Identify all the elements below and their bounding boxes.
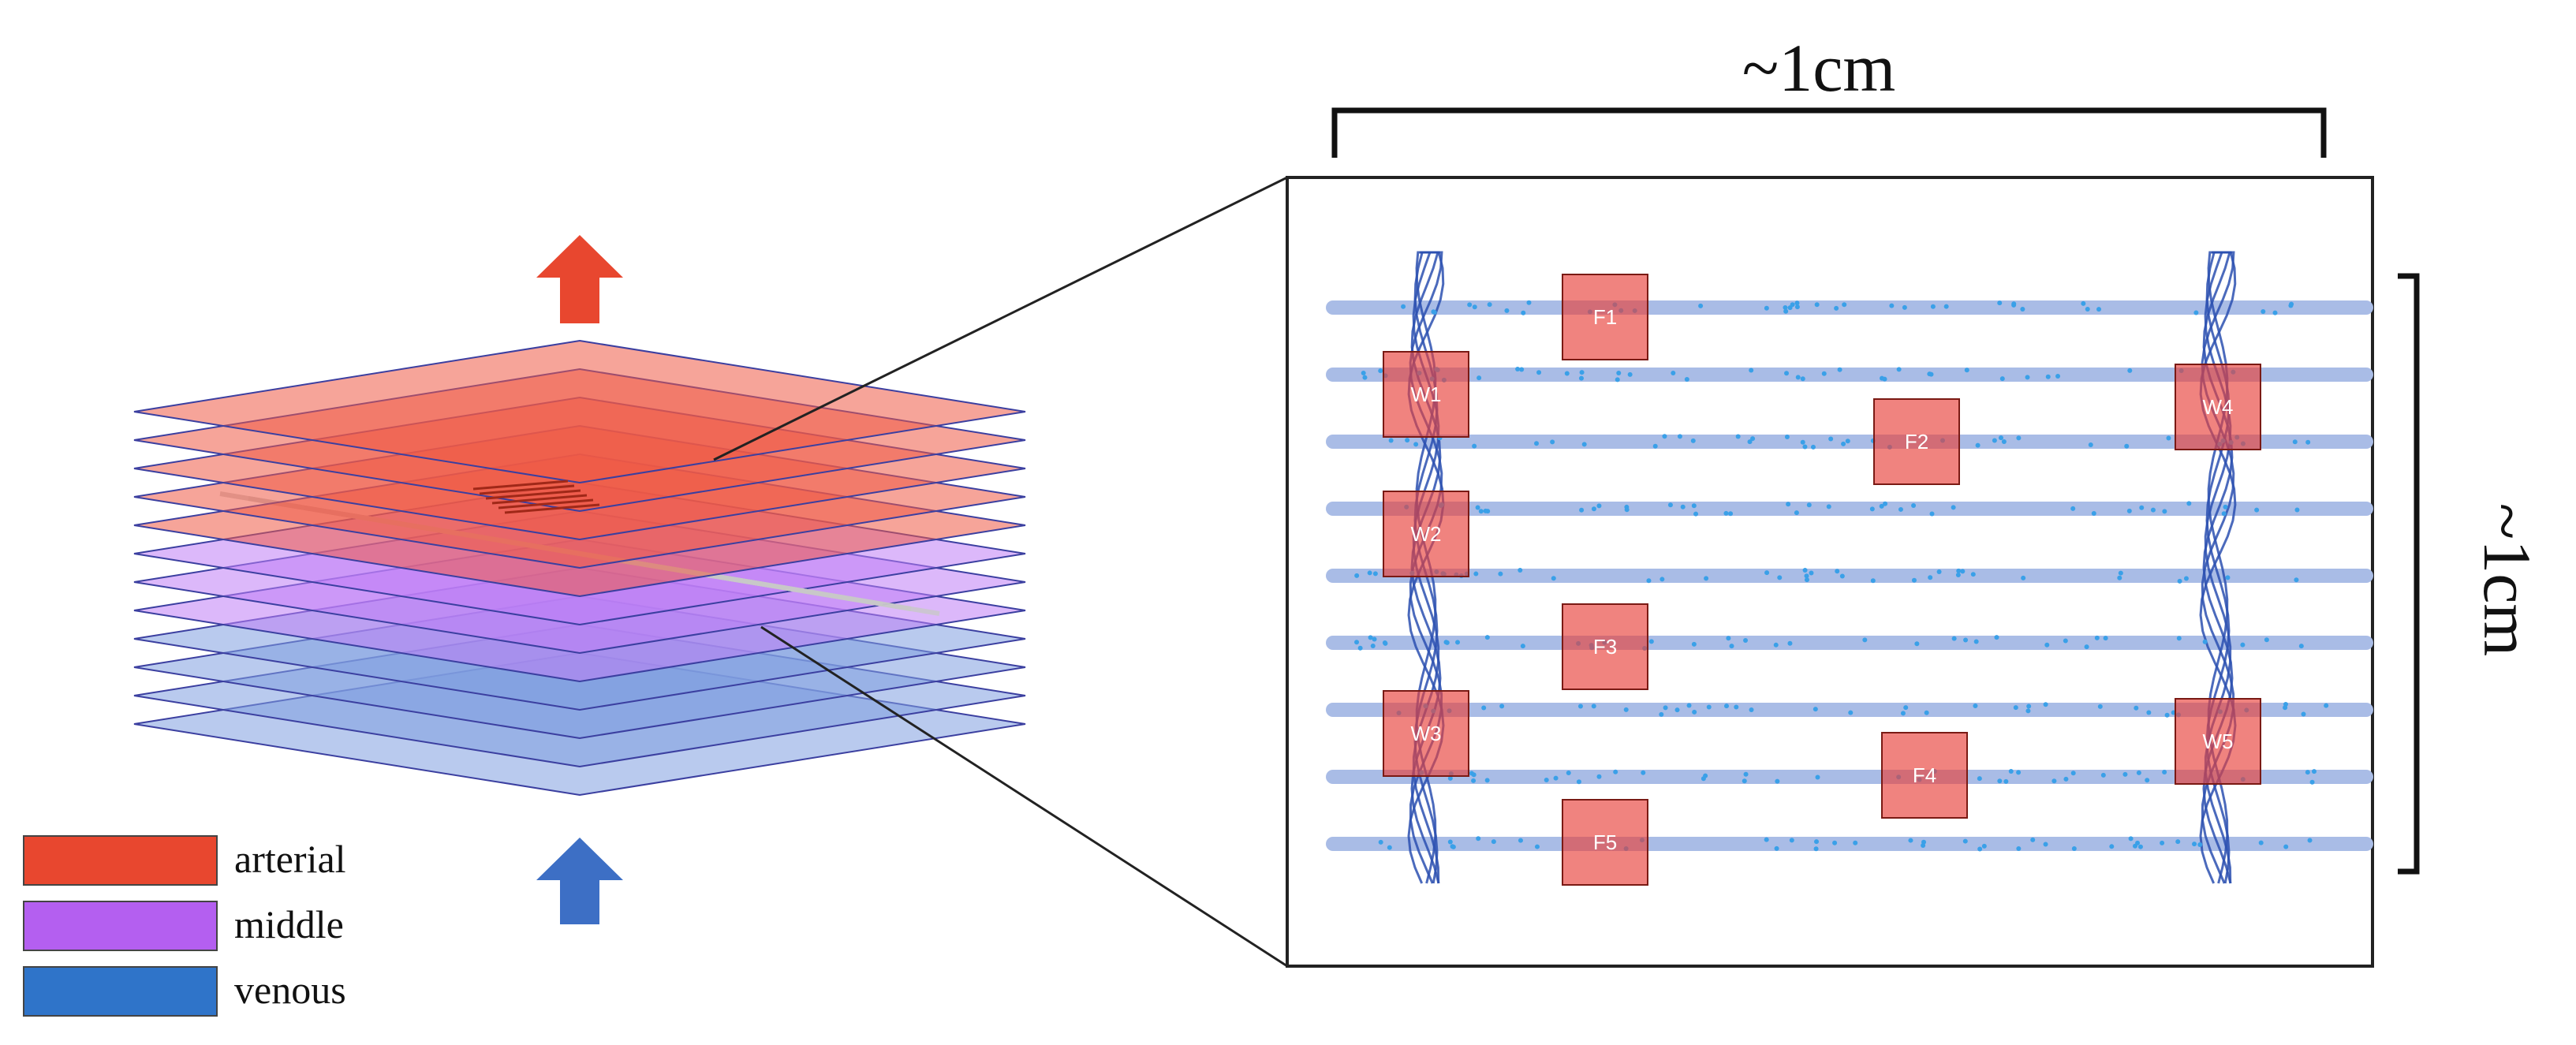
arterial-grid xyxy=(472,480,600,514)
legend-label-venous: venous xyxy=(234,968,346,1012)
sensor-box-w2: W2 xyxy=(1383,491,1469,577)
sensor-box-w5: W5 xyxy=(2175,698,2261,785)
sensor-box-label: W3 xyxy=(1411,722,1442,745)
sensor-box-w1: W1 xyxy=(1383,351,1469,438)
sensor-box-w3: W3 xyxy=(1383,690,1469,777)
sensor-box-label: F1 xyxy=(1593,305,1617,329)
sensor-box-w4: W4 xyxy=(2175,364,2261,450)
tissue-layer xyxy=(133,339,1026,484)
sensor-box-f1: F1 xyxy=(1562,274,1648,360)
legend-label-arterial: arterial xyxy=(234,837,346,881)
sensor-box-label: W5 xyxy=(2203,730,2234,753)
legend-swatch-venous xyxy=(23,966,218,1017)
width-bracket xyxy=(1331,107,2327,158)
sensor-box-label: W1 xyxy=(1411,383,1442,406)
height-label: ~1cm xyxy=(2470,503,2545,657)
zoom-line-top xyxy=(713,176,1288,461)
outflow-arrow xyxy=(536,235,623,323)
sensor-box-label: W4 xyxy=(2203,395,2234,419)
sensor-box-label: F3 xyxy=(1593,635,1617,659)
layer-stack xyxy=(133,339,1026,797)
height-bracket xyxy=(2398,273,2420,875)
sensor-box-label: W2 xyxy=(1411,522,1442,546)
legend-swatch-middle xyxy=(23,901,218,951)
zoom-line-bottom xyxy=(760,625,1288,968)
legend-label-middle: middle xyxy=(234,902,344,946)
sensor-box-f3: F3 xyxy=(1562,603,1648,690)
zoom-content: W1 W2 W3 W4 W5 F1 F2 F3 F4 F5 xyxy=(1326,251,2373,886)
width-label: ~1cm xyxy=(1742,30,1896,106)
sensor-box-label: F4 xyxy=(1913,763,1936,787)
sensor-box-f4: F4 xyxy=(1881,732,1968,819)
sensor-box-label: F5 xyxy=(1593,830,1617,854)
sensor-box-f2: F2 xyxy=(1873,398,1960,485)
legend-swatch-arterial xyxy=(23,835,218,886)
legend: arterial middle venous xyxy=(23,835,346,1017)
inflow-arrow xyxy=(536,838,623,924)
sensor-box-label: F2 xyxy=(1905,430,1928,453)
sensor-box-f5: F5 xyxy=(1562,799,1648,886)
